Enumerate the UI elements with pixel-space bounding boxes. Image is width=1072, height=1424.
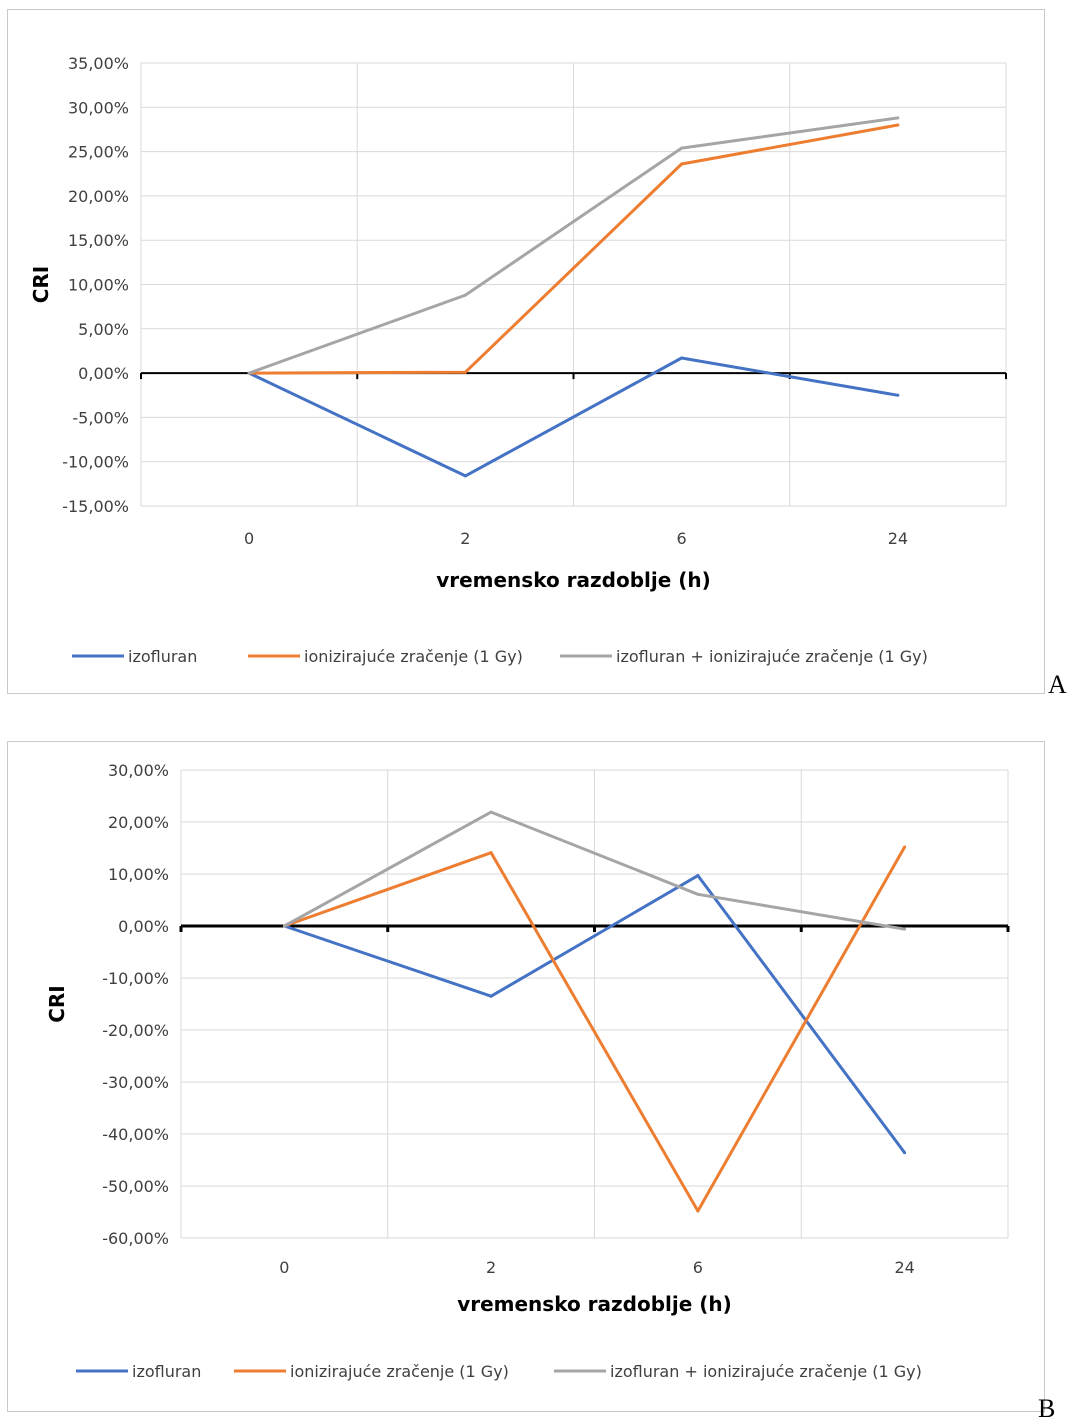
chart-1-y-tick-label: -30,00% bbox=[102, 1073, 169, 1092]
chart-0-series-2-point bbox=[247, 371, 251, 375]
chart-1-series-2-point bbox=[489, 810, 493, 814]
chart-1-y-tick-label: -40,00% bbox=[102, 1125, 169, 1144]
chart-1-legend-label-0: izofluran bbox=[132, 1362, 201, 1381]
chart-1-legend-label-1: ionizirajuće zračenje (1 Gy) bbox=[290, 1362, 509, 1381]
chart-1-y-axis-title: CRI bbox=[45, 985, 69, 1023]
chart-1-series-2-point bbox=[282, 924, 286, 928]
chart-1-y-tick-label: -20,00% bbox=[102, 1021, 169, 1040]
chart-0-y-tick-label: 5,00% bbox=[78, 320, 129, 339]
chart-1-series-line-2 bbox=[283, 810, 905, 931]
chart-0-series-0-point bbox=[896, 393, 900, 397]
chart-0-x-axis-title: vremensko razdoblje (h) bbox=[436, 568, 711, 592]
chart-0-y-tick-label: 10,00% bbox=[68, 276, 129, 295]
chart-0-x-tick-label: 0 bbox=[244, 529, 254, 548]
chart-1-y-tick-label: -10,00% bbox=[102, 969, 169, 988]
chart-1-series-line-0 bbox=[283, 874, 906, 1154]
chart-1-series-1-point bbox=[696, 1209, 700, 1213]
chart-0-y-tick-label: 35,00% bbox=[68, 54, 129, 73]
chart-0-y-tick-label: 0,00% bbox=[78, 364, 129, 383]
chart-0-series-2-point bbox=[896, 116, 900, 120]
chart-1-x-tick-label: 2 bbox=[486, 1258, 496, 1277]
chart-1-x-tick-label: 24 bbox=[894, 1258, 914, 1277]
chart-1-y-tick-label: 10,00% bbox=[108, 865, 169, 884]
chart-1-y-tick-label: 0,00% bbox=[118, 917, 169, 936]
chart-panel-b: 30,00% 20,00% 10,00% 0,00% -10,00% -20,00% -30… bbox=[7, 741, 1045, 1412]
chart-0-legend-label-2: izofluran + ionizirajuće zračenje (1 Gy) bbox=[616, 647, 928, 666]
chart-0-legend-label-0: izofluran bbox=[128, 647, 197, 666]
chart-a-svg: 35,00%30,00%25,00%20,00%15,00%10,00%5,00… bbox=[29, 54, 1007, 666]
chart-0-series-2-point bbox=[680, 146, 684, 150]
chart-panel-a: 35,00% 30,00% 25,00% 20,00% 15,00% 10,00% 5,00… bbox=[7, 9, 1045, 694]
chart-0-series-1-point bbox=[896, 123, 900, 127]
chart-0-x-tick-label: 24 bbox=[888, 529, 908, 548]
chart-1-y-tick-label: 30,00% bbox=[108, 761, 169, 780]
chart-0-x-tick-label: 6 bbox=[677, 529, 687, 548]
chart-1-x-tick-label: 0 bbox=[279, 1258, 289, 1277]
chart-1-x-tick-label: 6 bbox=[693, 1258, 703, 1277]
chart-1-series-2-point bbox=[903, 927, 907, 931]
chart-0-series-2-point bbox=[463, 293, 467, 297]
chart-0-series-1-point bbox=[463, 370, 467, 374]
chart-1-legend-label-2: izofluran + ionizirajuće zračenje (1 Gy) bbox=[610, 1362, 922, 1381]
chart-1-series-0-point bbox=[903, 1151, 907, 1155]
chart-0-y-tick-label: 20,00% bbox=[68, 187, 129, 206]
chart-0-y-tick-label: -15,00% bbox=[62, 497, 129, 516]
chart-0-series-1-point bbox=[680, 162, 684, 166]
chart-1-y-tick-label: -60,00% bbox=[102, 1229, 169, 1248]
chart-0-legend-label-1: ionizirajuće zračenje (1 Gy) bbox=[304, 647, 523, 666]
chart-1-series-1-point bbox=[489, 851, 493, 855]
chart-1-y-tick-label: 20,00% bbox=[108, 813, 169, 832]
chart-b-svg: 30,00% 20,00% 10,00% 0,00% -10,00% -20,00% -30… bbox=[45, 761, 1010, 1381]
chart-1-series-2-point bbox=[696, 892, 700, 896]
chart-0-y-tick-label: -5,00% bbox=[72, 408, 129, 427]
chart-1-series-0-point bbox=[489, 994, 493, 998]
chart-0-y-tick-label: -10,00% bbox=[62, 453, 129, 472]
chart-0-series-0-point bbox=[680, 356, 684, 360]
chart-0-series-0-point bbox=[463, 474, 467, 478]
chart-0-y-tick-label: 25,00% bbox=[68, 143, 129, 162]
chart-0-y-tick-label: 15,00% bbox=[68, 231, 129, 250]
panel-label-a: A bbox=[1048, 670, 1067, 699]
panel-label-b: B bbox=[1038, 1394, 1056, 1423]
chart-1-series-0-point bbox=[696, 874, 700, 878]
chart-0-series-line-0 bbox=[248, 356, 899, 478]
chart-1-series-1-point bbox=[903, 845, 907, 849]
chart-1-series-line-1 bbox=[283, 846, 906, 1213]
chart-0-x-tick-label: 2 bbox=[460, 529, 470, 548]
chart-1-x-axis-title: vremensko razdoblje (h) bbox=[457, 1292, 732, 1316]
chart-0-y-tick-label: 30,00% bbox=[68, 98, 129, 117]
chart-0-y-axis-title: CRI bbox=[29, 266, 53, 304]
chart-0-series-line-2 bbox=[248, 116, 899, 375]
chart-0-series-line-1 bbox=[249, 123, 899, 375]
chart-1-y-tick-label: -50,00% bbox=[102, 1177, 169, 1196]
